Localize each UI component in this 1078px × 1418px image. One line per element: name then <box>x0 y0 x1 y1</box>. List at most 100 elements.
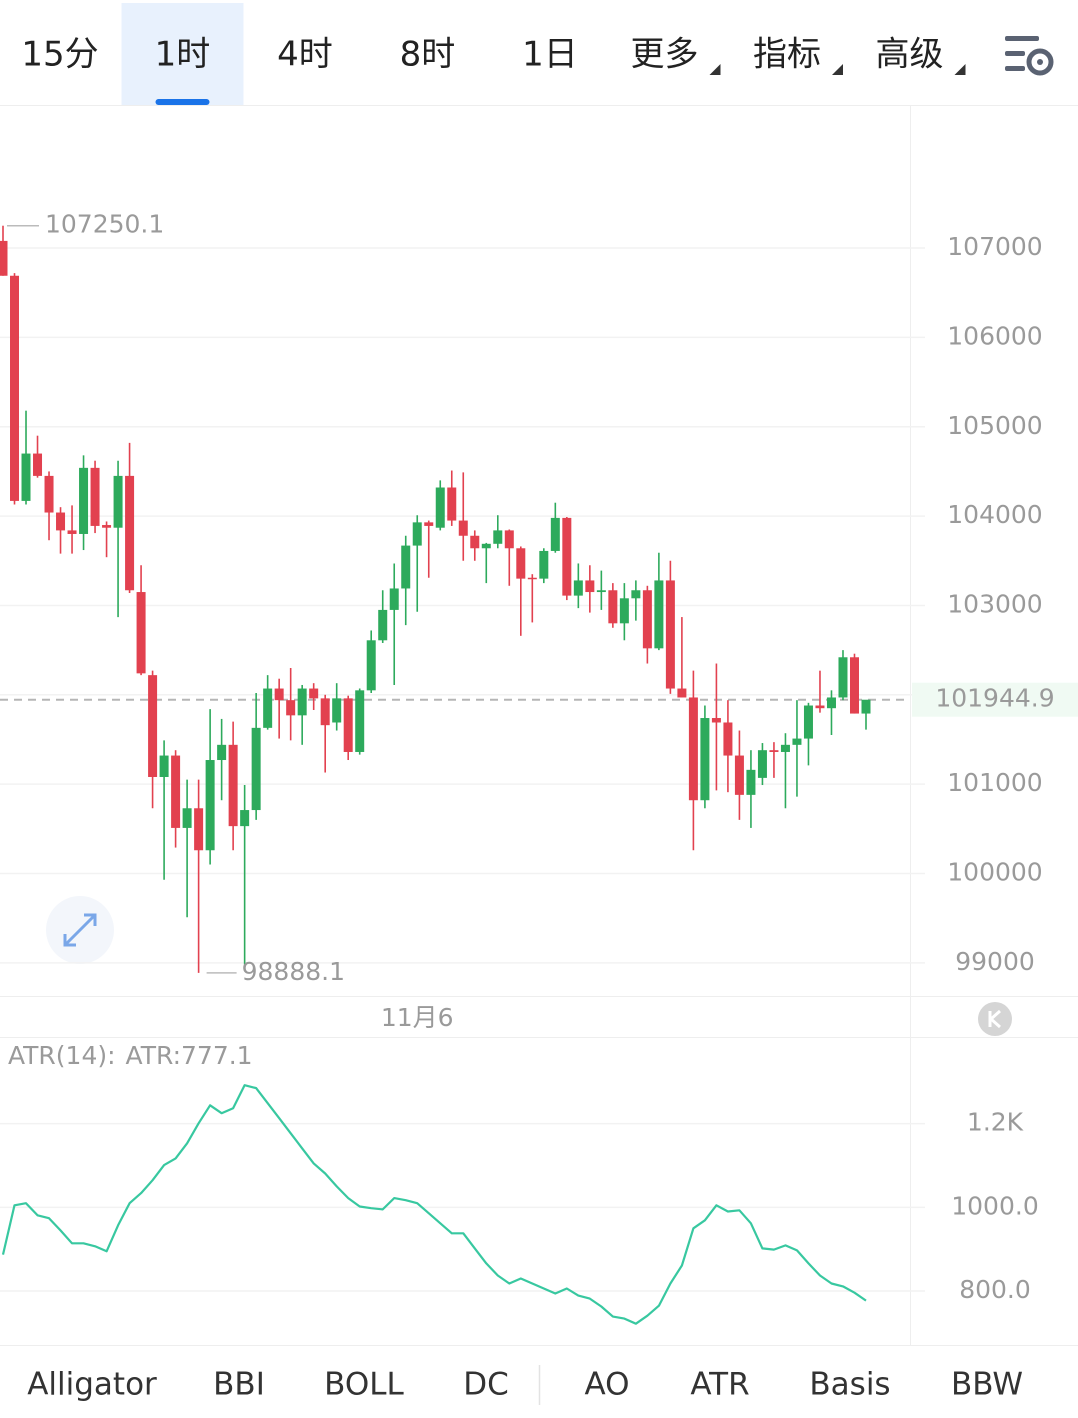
y-tick-label: 101000 <box>947 768 1042 797</box>
candle-body <box>217 744 227 761</box>
candle-body <box>309 688 319 699</box>
candle-body <box>343 698 353 752</box>
candle-body <box>516 548 526 579</box>
candle-body <box>274 688 284 701</box>
candle-body <box>263 688 273 728</box>
atr-line <box>1 1084 867 1325</box>
candle-body <box>585 580 595 593</box>
candle-body <box>79 467 89 534</box>
candle-body <box>677 688 687 698</box>
candle-body <box>504 530 514 549</box>
candle-body <box>470 535 480 549</box>
candle-body <box>458 520 468 536</box>
last-price-box <box>912 682 1078 717</box>
x-tick-label: 11月6 <box>381 1003 454 1032</box>
indicator-tab[interactable]: BOLL <box>324 1367 404 1403</box>
y-tick-label: 99000 <box>955 947 1035 976</box>
y-tick-label: 107000 <box>947 232 1042 261</box>
candle-body <box>182 808 192 828</box>
candle-body <box>562 517 572 596</box>
k-button[interactable] <box>978 1002 1012 1036</box>
candle-body <box>251 727 261 811</box>
expand-button[interactable] <box>46 896 114 964</box>
candle-body <box>297 688 307 716</box>
tab-indicator <box>155 99 210 105</box>
y-tick-label: 106000 <box>947 321 1042 350</box>
candle-body <box>861 699 871 714</box>
candle-body <box>596 590 606 593</box>
candle-body <box>493 530 503 544</box>
candle-body <box>205 760 215 851</box>
candle-body <box>619 598 629 624</box>
tab[interactable]: 指标 <box>753 35 821 75</box>
candle-body <box>0 240 8 276</box>
tab[interactable]: 8时 <box>400 35 456 75</box>
tab[interactable]: 1时 <box>155 35 211 75</box>
candle-body <box>700 718 710 801</box>
tab[interactable]: 更多 <box>631 35 699 75</box>
y-tick-label: 103000 <box>947 589 1042 618</box>
candle-body <box>608 590 618 624</box>
candle-body <box>447 487 457 521</box>
settings-icon[interactable] <box>1005 36 1054 76</box>
candle-body <box>573 580 583 596</box>
y-tick-label: 105000 <box>947 411 1042 440</box>
candle-body <box>228 744 238 827</box>
tab[interactable]: 高级 <box>876 35 944 75</box>
candle-body <box>320 698 330 726</box>
candle-body <box>44 475 54 513</box>
indicator-name: ATR(14): <box>8 1041 116 1070</box>
y-tick-label: 100000 <box>947 857 1042 886</box>
candle-body <box>332 698 342 723</box>
indicator-tab[interactable]: DC <box>463 1367 509 1403</box>
candle-body <box>401 545 411 589</box>
candle-body <box>10 275 20 501</box>
dropdown-caret <box>709 64 721 75</box>
indicator-tab[interactable]: ATR <box>690 1367 749 1403</box>
candle-body <box>527 577 537 580</box>
candle-body <box>792 738 802 745</box>
candle-body <box>240 810 250 827</box>
high-marker-label: 107250.1 <box>45 210 164 239</box>
candle-body <box>734 755 744 795</box>
candle-body <box>838 657 848 698</box>
candle-body <box>757 750 767 778</box>
indicator-tab[interactable]: BBI <box>213 1367 265 1403</box>
candle-body <box>723 722 733 756</box>
candle-body <box>435 487 445 528</box>
candle-body <box>815 705 825 709</box>
candle-body <box>171 755 181 828</box>
tab[interactable]: 15分 <box>21 35 98 75</box>
candle-body <box>746 769 756 795</box>
candle-body <box>642 590 652 649</box>
indicator-tab[interactable]: AO <box>584 1367 629 1403</box>
candle-body <box>550 517 560 551</box>
candle-body <box>90 467 100 526</box>
candle-body <box>102 525 112 528</box>
candle-body <box>159 755 169 777</box>
tab-highlight <box>121 3 244 105</box>
tab[interactable]: 4时 <box>277 35 333 75</box>
low-marker-label: 98888.1 <box>242 957 345 986</box>
candle-body <box>33 453 43 476</box>
candle-body <box>148 675 158 777</box>
tab[interactable]: 1日 <box>522 35 578 75</box>
indicator-tab[interactable]: BBW <box>951 1367 1023 1403</box>
candle-body <box>194 808 204 851</box>
candle-body <box>803 705 813 739</box>
y-tick-label: 1.2K <box>967 1108 1024 1137</box>
candle-body <box>631 590 641 599</box>
last-price-label: 101944.9 <box>935 684 1054 713</box>
indicator-tab[interactable]: Basis <box>809 1367 890 1403</box>
dropdown-caret <box>832 64 843 75</box>
candle-body <box>688 697 698 801</box>
candle-body <box>711 718 721 723</box>
candle-body <box>286 700 296 716</box>
candle-body <box>849 657 859 714</box>
indicator-tab[interactable]: Alligator <box>27 1367 157 1403</box>
candle-body <box>125 475 135 591</box>
candle-body <box>56 512 66 531</box>
candle-body <box>21 453 31 501</box>
